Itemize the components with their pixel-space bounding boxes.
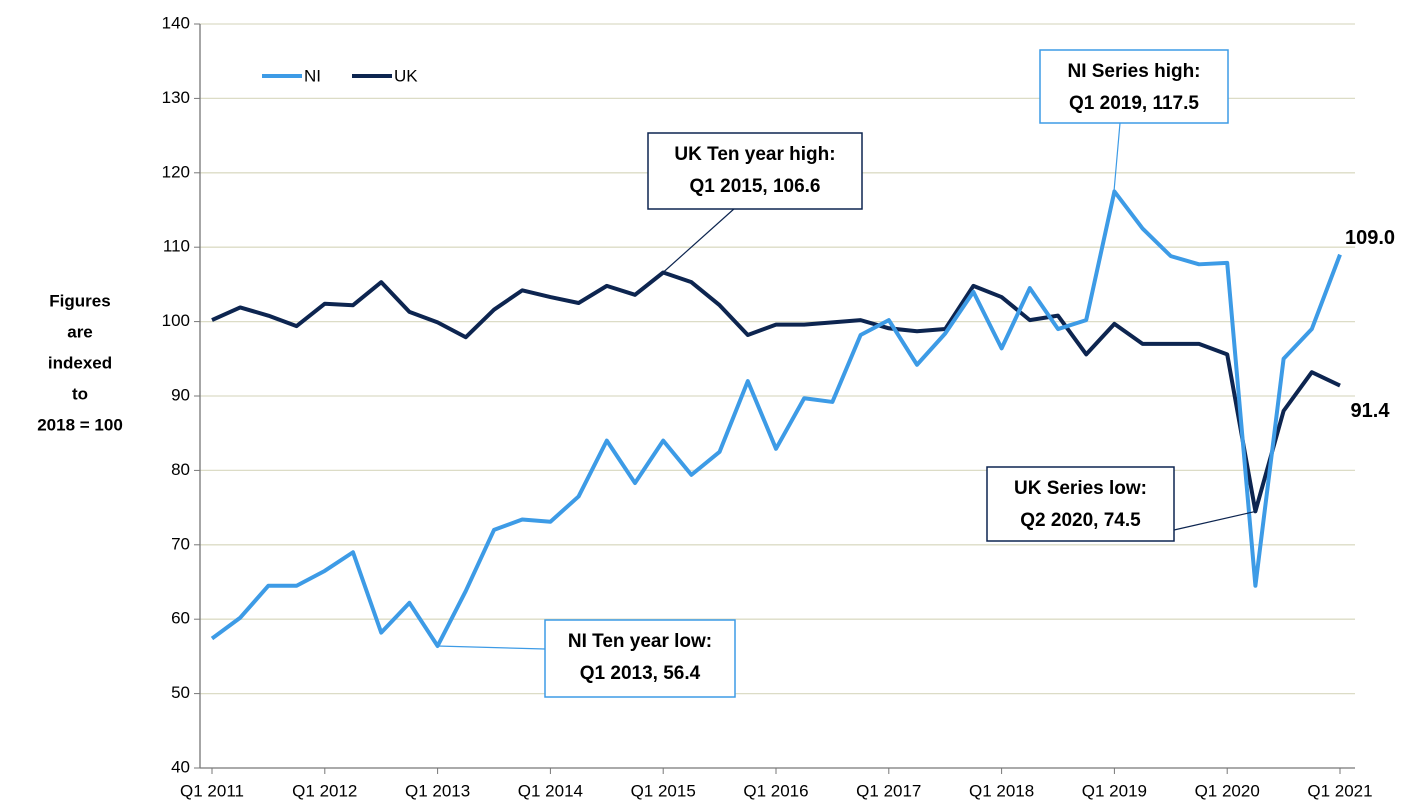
y-tick-label: 60 — [171, 609, 190, 628]
annotation-box — [544, 619, 736, 698]
annotation-text: UK Ten year high: — [674, 144, 835, 165]
annotation-text: Q1 2019, 117.5 — [1069, 93, 1199, 114]
legend-label: UK — [394, 66, 418, 85]
annotation-pointer — [1113, 122, 1121, 192]
y-tick-label: 80 — [171, 460, 190, 479]
x-tick-label: Q1 2019 — [1082, 781, 1147, 800]
annotation-pointer — [436, 645, 546, 650]
x-tick-label: Q1 2012 — [292, 781, 357, 800]
annotation-text: UK Series low: — [1014, 478, 1147, 499]
x-tick-label: Q1 2020 — [1195, 781, 1260, 800]
annotation-text: NI Series high: — [1067, 61, 1200, 82]
line-series — [211, 270, 1341, 514]
y-axis-label: 2018 = 100 — [37, 415, 123, 434]
y-axis-label: to — [72, 384, 88, 403]
annotation-text: Q1 2015, 106.6 — [690, 176, 821, 197]
x-tick-label: Q1 2013 — [405, 781, 470, 800]
x-tick-label: Q1 2017 — [856, 781, 921, 800]
y-axis-label: are — [67, 322, 93, 341]
y-tick-label: 70 — [171, 534, 190, 553]
annotation-pointer — [1173, 510, 1257, 531]
x-tick-label: Q1 2016 — [743, 781, 808, 800]
y-tick-label: 140 — [162, 13, 190, 32]
y-tick-label: 110 — [163, 237, 190, 256]
annotation-text: Q2 2020, 74.5 — [1020, 510, 1141, 531]
legend-label: NI — [304, 66, 321, 85]
x-tick-label: Q1 2018 — [969, 781, 1034, 800]
annotation-box — [986, 466, 1175, 542]
line-series — [210, 189, 1342, 648]
data-label: 109.0 — [1345, 227, 1395, 249]
y-tick-label: 90 — [171, 385, 190, 404]
annotation-text: NI Ten year low: — [568, 631, 712, 652]
y-tick-label: 130 — [162, 88, 190, 107]
annotation-box — [1039, 49, 1229, 124]
x-tick-label: Q1 2014 — [518, 781, 583, 800]
y-axis-label: indexed — [48, 353, 112, 372]
y-tick-label: 100 — [162, 311, 190, 330]
annotation-text: Q1 2013, 56.4 — [580, 663, 701, 684]
x-tick-label: Q1 2021 — [1307, 781, 1372, 800]
y-axis-label: Figures — [49, 291, 110, 310]
data-label: 91.4 — [1351, 400, 1391, 422]
annotation-box — [647, 132, 863, 210]
y-tick-label: 120 — [162, 162, 190, 181]
y-tick-label: 50 — [171, 683, 190, 702]
annotation-pointer — [662, 207, 736, 273]
y-tick-label: 40 — [171, 757, 190, 776]
x-tick-label: Q1 2015 — [631, 781, 696, 800]
x-tick-label: Q1 2011 — [180, 781, 244, 800]
